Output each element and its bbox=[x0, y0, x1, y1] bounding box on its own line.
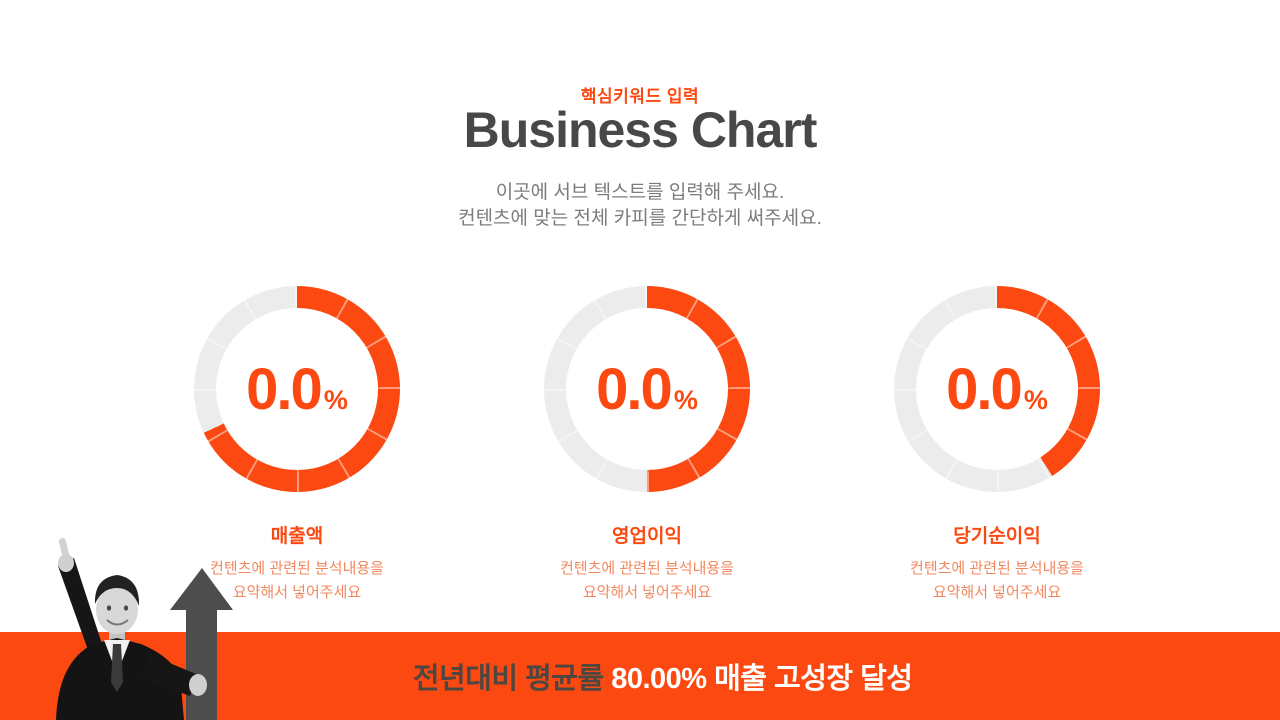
chart-card-operating-profit: 0.0% 영업이익 컨텐츠에 관련된 분석내용을 요약해서 넣어주세요 bbox=[544, 286, 750, 605]
donut-hole bbox=[916, 308, 1078, 470]
donut-value-unit: % bbox=[673, 384, 698, 415]
chart-desc-line-2: 요약해서 넣어주세요 bbox=[582, 584, 712, 601]
donut-value-number: 0.0 bbox=[946, 356, 1023, 422]
donut-value: 0.0% bbox=[544, 286, 750, 492]
banner-text-light: 80.00% 매출 고성장 달성 bbox=[611, 663, 913, 695]
subtitle-line-1: 이곳에 서브 텍스트를 입력해 주세요. bbox=[495, 182, 785, 203]
chart-card-net-profit: 0.0% 당기순이익 컨텐츠에 관련된 분석내용을 요약해서 넣어주세요 bbox=[894, 286, 1100, 605]
donut-chart-revenue: 0.0% bbox=[194, 286, 400, 492]
donut-hole bbox=[566, 308, 728, 470]
businessman-with-arrow-image bbox=[56, 538, 233, 720]
subtitle-line-2: 컨텐츠에 맞는 전체 카피를 간단하게 써주세요. bbox=[458, 208, 822, 229]
subtitle-text: 이곳에 서브 텍스트를 입력해 주세요. 컨텐츠에 맞는 전체 카피를 간단하게… bbox=[0, 180, 1280, 232]
chart-label-net-profit: 당기순이익 bbox=[953, 526, 1041, 547]
banner-text-dark: 전년대비 평균률 bbox=[412, 663, 612, 695]
chart-desc-line-1: 컨텐츠에 관련된 분석내용을 bbox=[560, 560, 734, 577]
growth-arrow-icon bbox=[170, 568, 233, 720]
chart-desc-line-2: 요약해서 넣어주세요 bbox=[232, 584, 362, 601]
banner-text: 전년대비 평균률 80.00% 매출 고성장 달성 bbox=[367, 622, 913, 720]
donut-hole bbox=[216, 308, 378, 470]
donut-chart-operating-profit: 0.0% bbox=[544, 286, 750, 492]
eyebrow-keyword-label: 핵심키워드 입력 bbox=[580, 87, 700, 106]
donut-charts-row: 0.0% 매출액 컨텐츠에 관련된 분석내용을 요약해서 넣어주세요 0.0% … bbox=[194, 286, 1100, 605]
donut-value: 0.0% bbox=[894, 286, 1100, 492]
donut-chart-net-profit: 0.0% bbox=[894, 286, 1100, 492]
chart-label-revenue: 매출액 bbox=[270, 526, 324, 547]
chart-desc-operating-profit: 컨텐츠에 관련된 분석내용을 요약해서 넣어주세요 bbox=[560, 557, 734, 605]
page-title: Business Chart bbox=[463, 102, 818, 158]
chart-label-operating-profit: 영업이익 bbox=[612, 526, 682, 547]
businessman-figure bbox=[56, 538, 207, 720]
chart-desc-revenue: 컨텐츠에 관련된 분석내용을 요약해서 넣어주세요 bbox=[210, 557, 384, 605]
donut-value: 0.0% bbox=[194, 286, 400, 492]
donut-value-number: 0.0 bbox=[246, 356, 323, 422]
chart-desc-line-2: 요약해서 넣어주세요 bbox=[932, 584, 1062, 601]
chart-card-revenue: 0.0% 매출액 컨텐츠에 관련된 분석내용을 요약해서 넣어주세요 bbox=[194, 286, 400, 605]
donut-value-unit: % bbox=[1023, 384, 1048, 415]
chart-desc-net-profit: 컨텐츠에 관련된 분석내용을 요약해서 넣어주세요 bbox=[910, 557, 1084, 605]
chart-desc-line-1: 컨텐츠에 관련된 분석내용을 bbox=[910, 560, 1084, 577]
chart-desc-line-1: 컨텐츠에 관련된 분석내용을 bbox=[210, 560, 384, 577]
donut-value-unit: % bbox=[323, 384, 348, 415]
donut-value-number: 0.0 bbox=[596, 356, 673, 422]
